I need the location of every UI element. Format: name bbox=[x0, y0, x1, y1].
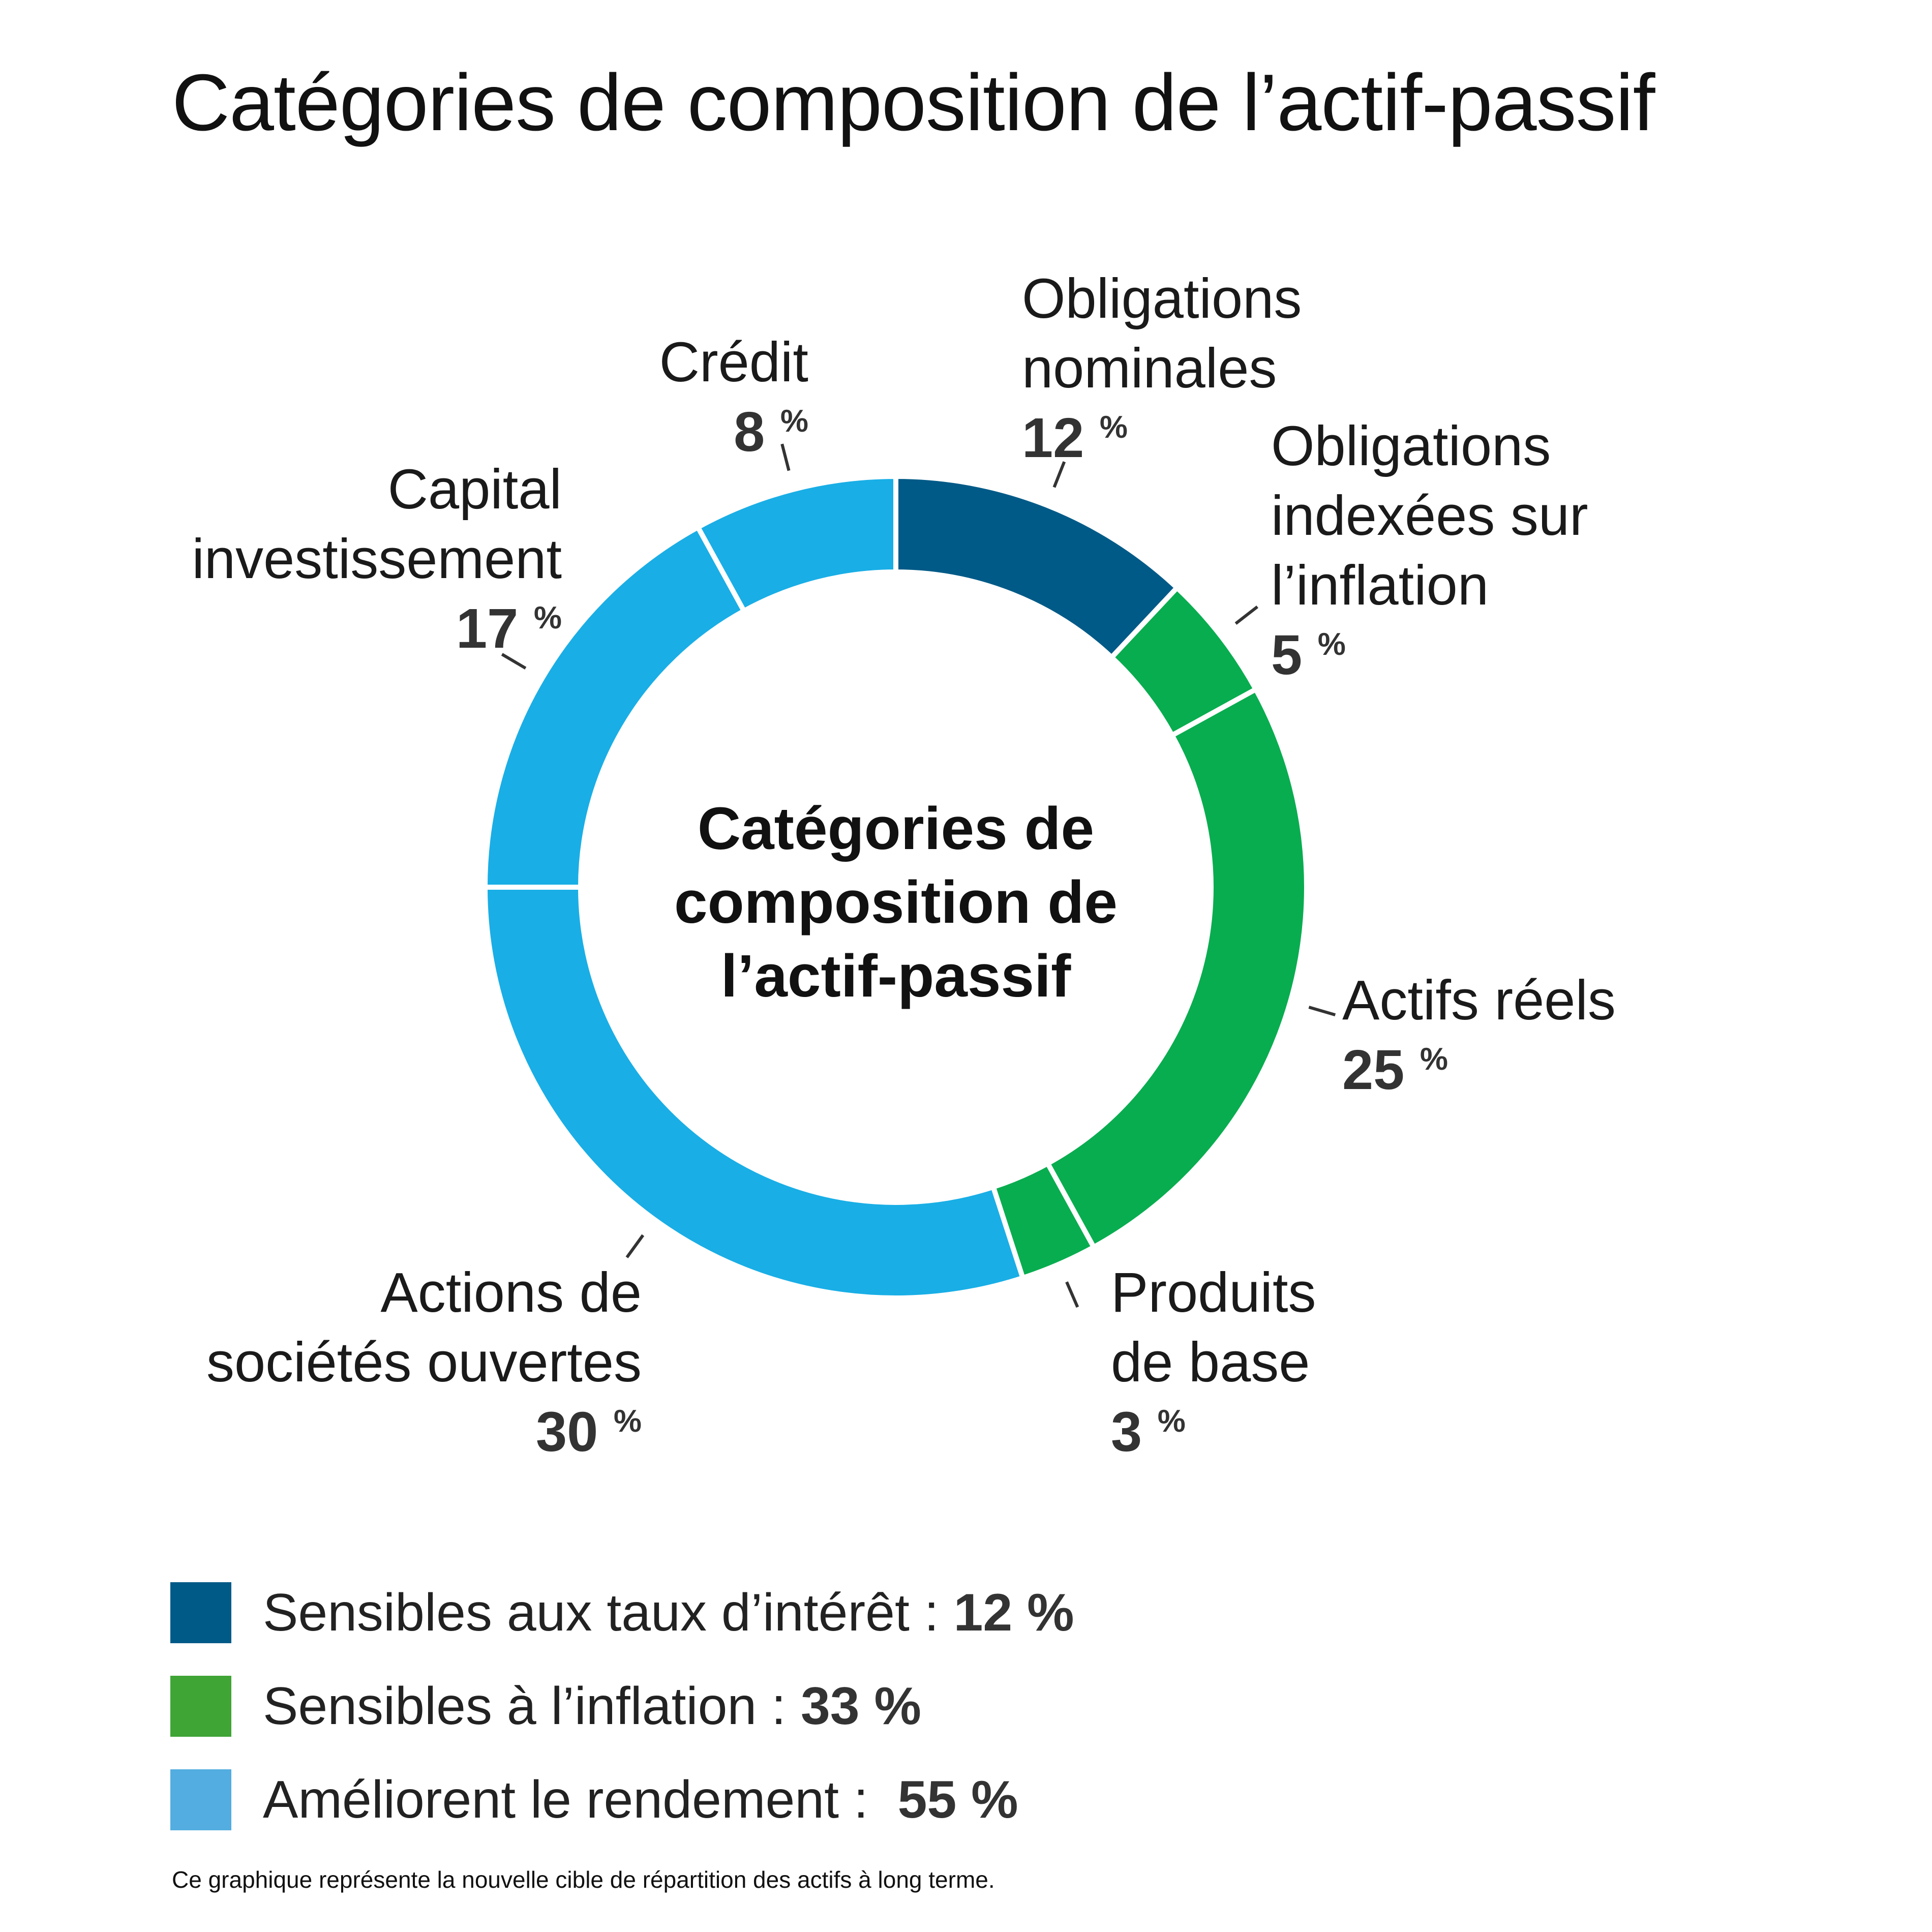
slice-label: Actions de bbox=[380, 1261, 642, 1324]
footnote: Ce graphique représente la nouvelle cibl… bbox=[172, 1866, 995, 1893]
leader-line bbox=[625, 1234, 645, 1258]
slice-label: Produits bbox=[1111, 1261, 1316, 1324]
legend-swatch bbox=[170, 1582, 231, 1643]
slice-label: Crédit bbox=[659, 331, 808, 394]
leader-line bbox=[780, 443, 791, 471]
slice-actions-de-societes-ouvertes bbox=[482, 885, 1026, 1301]
slice-label: Capital bbox=[388, 458, 562, 521]
slice-value: 8 % bbox=[734, 401, 808, 463]
slice-label: Obligations bbox=[1022, 267, 1302, 330]
legend-item-inflation: Sensibles à l’inflation : 33 % bbox=[170, 1675, 1074, 1738]
legend-value: 12 % bbox=[953, 1583, 1074, 1642]
slice-capital-investissement bbox=[482, 524, 748, 890]
leader-lines bbox=[501, 443, 1336, 1308]
donut-slices bbox=[482, 473, 1309, 1301]
legend-swatch bbox=[170, 1769, 231, 1830]
legend: Sensibles aux taux d’intérêt : 12 % Sens… bbox=[170, 1581, 1074, 1862]
legend-item-interest-rate: Sensibles aux taux d’intérêt : 12 % bbox=[170, 1581, 1074, 1644]
slice-value: 30 % bbox=[536, 1401, 642, 1463]
leader-line bbox=[1308, 1006, 1336, 1016]
slice-label: investissement bbox=[192, 528, 562, 590]
slice-credit bbox=[694, 473, 898, 615]
slice-label: indexées sur bbox=[1271, 485, 1588, 547]
legend-swatch bbox=[170, 1676, 231, 1737]
legend-value: 55 % bbox=[897, 1770, 1018, 1829]
slice-label: nominales bbox=[1022, 337, 1277, 400]
slice-labels: Obligations nominales 12 % Obligations index… bbox=[192, 267, 1615, 1463]
center-label-line-3: l’actif-passif bbox=[721, 943, 1071, 1010]
center-label-line-1: Catégories de bbox=[698, 795, 1094, 862]
legend-label: Sensibles aux taux d’intérêt : bbox=[263, 1583, 954, 1642]
slice-value: 25 % bbox=[1342, 1039, 1448, 1101]
slice-label: de base bbox=[1111, 1331, 1310, 1394]
slice-label: Obligations bbox=[1271, 415, 1551, 477]
slice-value: 12 % bbox=[1022, 407, 1128, 469]
leader-line bbox=[1052, 461, 1066, 488]
legend-label: Améliorent le rendement : bbox=[263, 1770, 898, 1829]
slice-actifs-reels bbox=[1044, 685, 1309, 1251]
page-title: Catégories de composition de l’actif-pas… bbox=[172, 58, 1655, 147]
leader-line bbox=[1234, 606, 1258, 625]
slice-label: Actifs réels bbox=[1342, 969, 1616, 1032]
leader-line bbox=[1065, 1281, 1079, 1308]
legend-value: 33 % bbox=[800, 1676, 921, 1736]
center-label-line-2: composition de bbox=[674, 869, 1118, 936]
slice-label: sociétés ouvertes bbox=[206, 1331, 642, 1394]
slice-value: 3 % bbox=[1111, 1401, 1186, 1463]
center-label: Catégories de composition de l’actif-pas… bbox=[674, 795, 1118, 1010]
slice-value: 5 % bbox=[1271, 624, 1346, 686]
slice-label: l’inflation bbox=[1271, 554, 1489, 617]
slice-value: 17 % bbox=[456, 597, 562, 660]
legend-item-return: Améliorent le rendement : 55 % bbox=[170, 1768, 1074, 1831]
leader-line bbox=[501, 653, 527, 670]
legend-label: Sensibles à l’inflation : bbox=[263, 1676, 801, 1736]
